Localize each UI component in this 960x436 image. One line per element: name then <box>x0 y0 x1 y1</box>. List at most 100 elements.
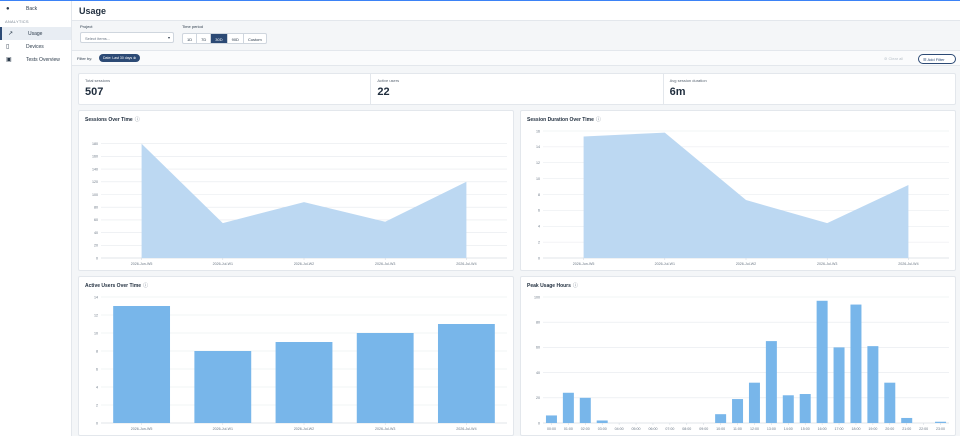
x-tick-label: 03:00 <box>598 427 607 431</box>
x-tick-label: 10:00 <box>716 427 725 431</box>
bar <box>194 351 252 423</box>
stat-avg-session-duration: Avg session duration 6m <box>664 74 955 104</box>
x-tick-label: 22:00 <box>919 427 928 431</box>
x-tick-label: 2026-Jun-W5 <box>573 262 595 266</box>
y-tick-label: 100 <box>534 295 540 299</box>
y-tick-label: 2 <box>96 403 98 407</box>
stat-active-users: Active users 22 <box>371 74 664 104</box>
x-tick-label: 2026-Jul-W2 <box>294 262 314 266</box>
x-tick-label: 21:00 <box>902 427 911 431</box>
sidebar: ● Back ANALYTICS ↗ Usage ▯ Devices ▣ Tes… <box>0 1 72 436</box>
y-tick-label: 20 <box>94 244 98 248</box>
y-tick-label: 160 <box>92 155 98 159</box>
y-tick-label: 14 <box>536 145 540 149</box>
close-icon[interactable]: ⊗ <box>133 56 137 60</box>
x-tick-label: 09:00 <box>699 427 708 431</box>
bar <box>765 341 777 423</box>
time-option-30d[interactable]: 30D <box>211 34 228 43</box>
x-tick-label: 17:00 <box>835 427 844 431</box>
bar <box>732 399 744 423</box>
device-icon: ▯ <box>6 44 10 50</box>
chart-card-sessions: Sessions Over Time ⓘ 0 20 40 60 80 100 120 140 16… <box>78 110 514 271</box>
sidebar-item-devices[interactable]: ▯ Devices <box>0 40 71 53</box>
time-period-label: Time period <box>182 24 203 29</box>
x-tick-label: 2026-Jul-W3 <box>375 262 395 266</box>
time-option-90d[interactable]: 90D <box>228 34 244 43</box>
bar <box>356 333 414 423</box>
x-tick-label: 06:00 <box>648 427 657 431</box>
sidebar-item-usage[interactable]: ↗ Usage <box>0 27 71 40</box>
y-tick-label: 40 <box>536 371 540 375</box>
x-tick-label: 2026-Jul-W3 <box>817 262 837 266</box>
x-tick-label: 2026-Jul-W2 <box>736 262 756 266</box>
bar <box>715 414 727 423</box>
time-option-1d[interactable]: 1D <box>183 34 198 43</box>
info-icon[interactable]: ⓘ <box>572 283 578 289</box>
x-tick-label: 2026-Jul-W4 <box>456 427 476 431</box>
chevron-down-icon: ▾ <box>167 35 170 40</box>
filter-label: Filter by: <box>77 56 93 61</box>
chart-title: Active Users Over Time ⓘ <box>85 283 149 289</box>
x-tick-label: 2026-Jul-W1 <box>213 262 233 266</box>
info-icon[interactable]: ⓘ <box>143 283 149 289</box>
y-tick-label: 6 <box>96 367 98 371</box>
x-tick-label: 2026-Jul-W2 <box>294 427 314 431</box>
bar <box>799 394 811 423</box>
x-tick-label: 07:00 <box>665 427 674 431</box>
y-tick-label: 4 <box>538 225 540 229</box>
bar <box>113 306 171 423</box>
clear-all-button[interactable]: ⊘ Clear all <box>884 56 903 61</box>
time-option-custom[interactable]: Custom <box>247 37 262 42</box>
x-tick-label: 2026-Jun-W5 <box>131 427 153 431</box>
stat-value: 6m <box>669 86 686 98</box>
sidebar-item-tests-overview[interactable]: ▣ Tests Overview <box>0 53 71 66</box>
bar <box>748 382 760 423</box>
y-tick-label: 60 <box>536 346 540 350</box>
bar <box>437 324 495 423</box>
y-tick-label: 180 <box>92 142 98 146</box>
y-tick-label: 100 <box>92 193 98 197</box>
main-content: Usage Project Select items... ▾ Time per… <box>72 1 960 436</box>
area-series <box>583 132 909 258</box>
x-tick-label: 15:00 <box>801 427 810 431</box>
bar <box>850 304 862 423</box>
sidebar-item-label: Usage <box>28 30 43 37</box>
stat-label: Avg session duration <box>669 78 707 83</box>
time-option-7d[interactable]: 7D <box>197 34 212 43</box>
bar <box>562 392 574 423</box>
filter-icon: ☰ <box>923 57 927 62</box>
tests-icon: ▣ <box>6 57 12 63</box>
bar <box>579 397 591 423</box>
x-tick-label: 14:00 <box>784 427 793 431</box>
add-filter-button[interactable]: ☰ Add Filter <box>918 54 956 64</box>
x-tick-label: 23:00 <box>936 427 945 431</box>
y-tick-label: 10 <box>94 331 98 335</box>
back-button[interactable]: ● Back <box>0 2 71 15</box>
x-tick-label: 08:00 <box>682 427 691 431</box>
bar <box>782 395 794 423</box>
y-tick-label: 16 <box>536 129 540 133</box>
stats-row: Total sessions 507 Active users 22 Avg s… <box>78 73 956 105</box>
filter-chip[interactable]: Date: Last 30 days ⊗ <box>99 54 141 62</box>
x-tick-label: 2026-Jul-W4 <box>456 262 476 266</box>
filter-chip-label: Date: Last 30 days <box>103 56 133 60</box>
x-tick-label: 05:00 <box>632 427 641 431</box>
info-icon[interactable]: ⓘ <box>134 117 140 123</box>
bar <box>275 342 333 423</box>
y-tick-label: 0 <box>96 421 98 425</box>
clear-all-label: Clear all <box>888 56 904 61</box>
info-icon[interactable]: ⓘ <box>595 117 601 123</box>
filter-bar: Filter by: Date: Last 30 days ⊗ ⊘ Clear … <box>72 50 960 66</box>
x-tick-label: 00:00 <box>547 427 556 431</box>
stat-label: Active users <box>377 78 400 83</box>
x-tick-label: 01:00 <box>564 427 573 431</box>
time-period-toggle: 1D 7D 30D 90D Custom <box>182 33 267 44</box>
clear-icon: ⊘ <box>884 56 888 61</box>
chart-svg: 0 2 4 6 8 10 12 14 16 2026-Jun-W5 2026-Jul-W1 2026-… <box>536 129 949 266</box>
chart-svg: 0 20 40 60 80 100 120 140 160 180 2026-Jun-W5 2026-… <box>92 142 507 266</box>
project-select[interactable]: Select items... ▾ <box>80 32 174 43</box>
y-tick-label: 60 <box>94 218 98 222</box>
sidebar-item-label: Devices <box>26 43 44 50</box>
bar <box>935 421 947 423</box>
add-filter-label: Add Filter <box>927 57 945 62</box>
